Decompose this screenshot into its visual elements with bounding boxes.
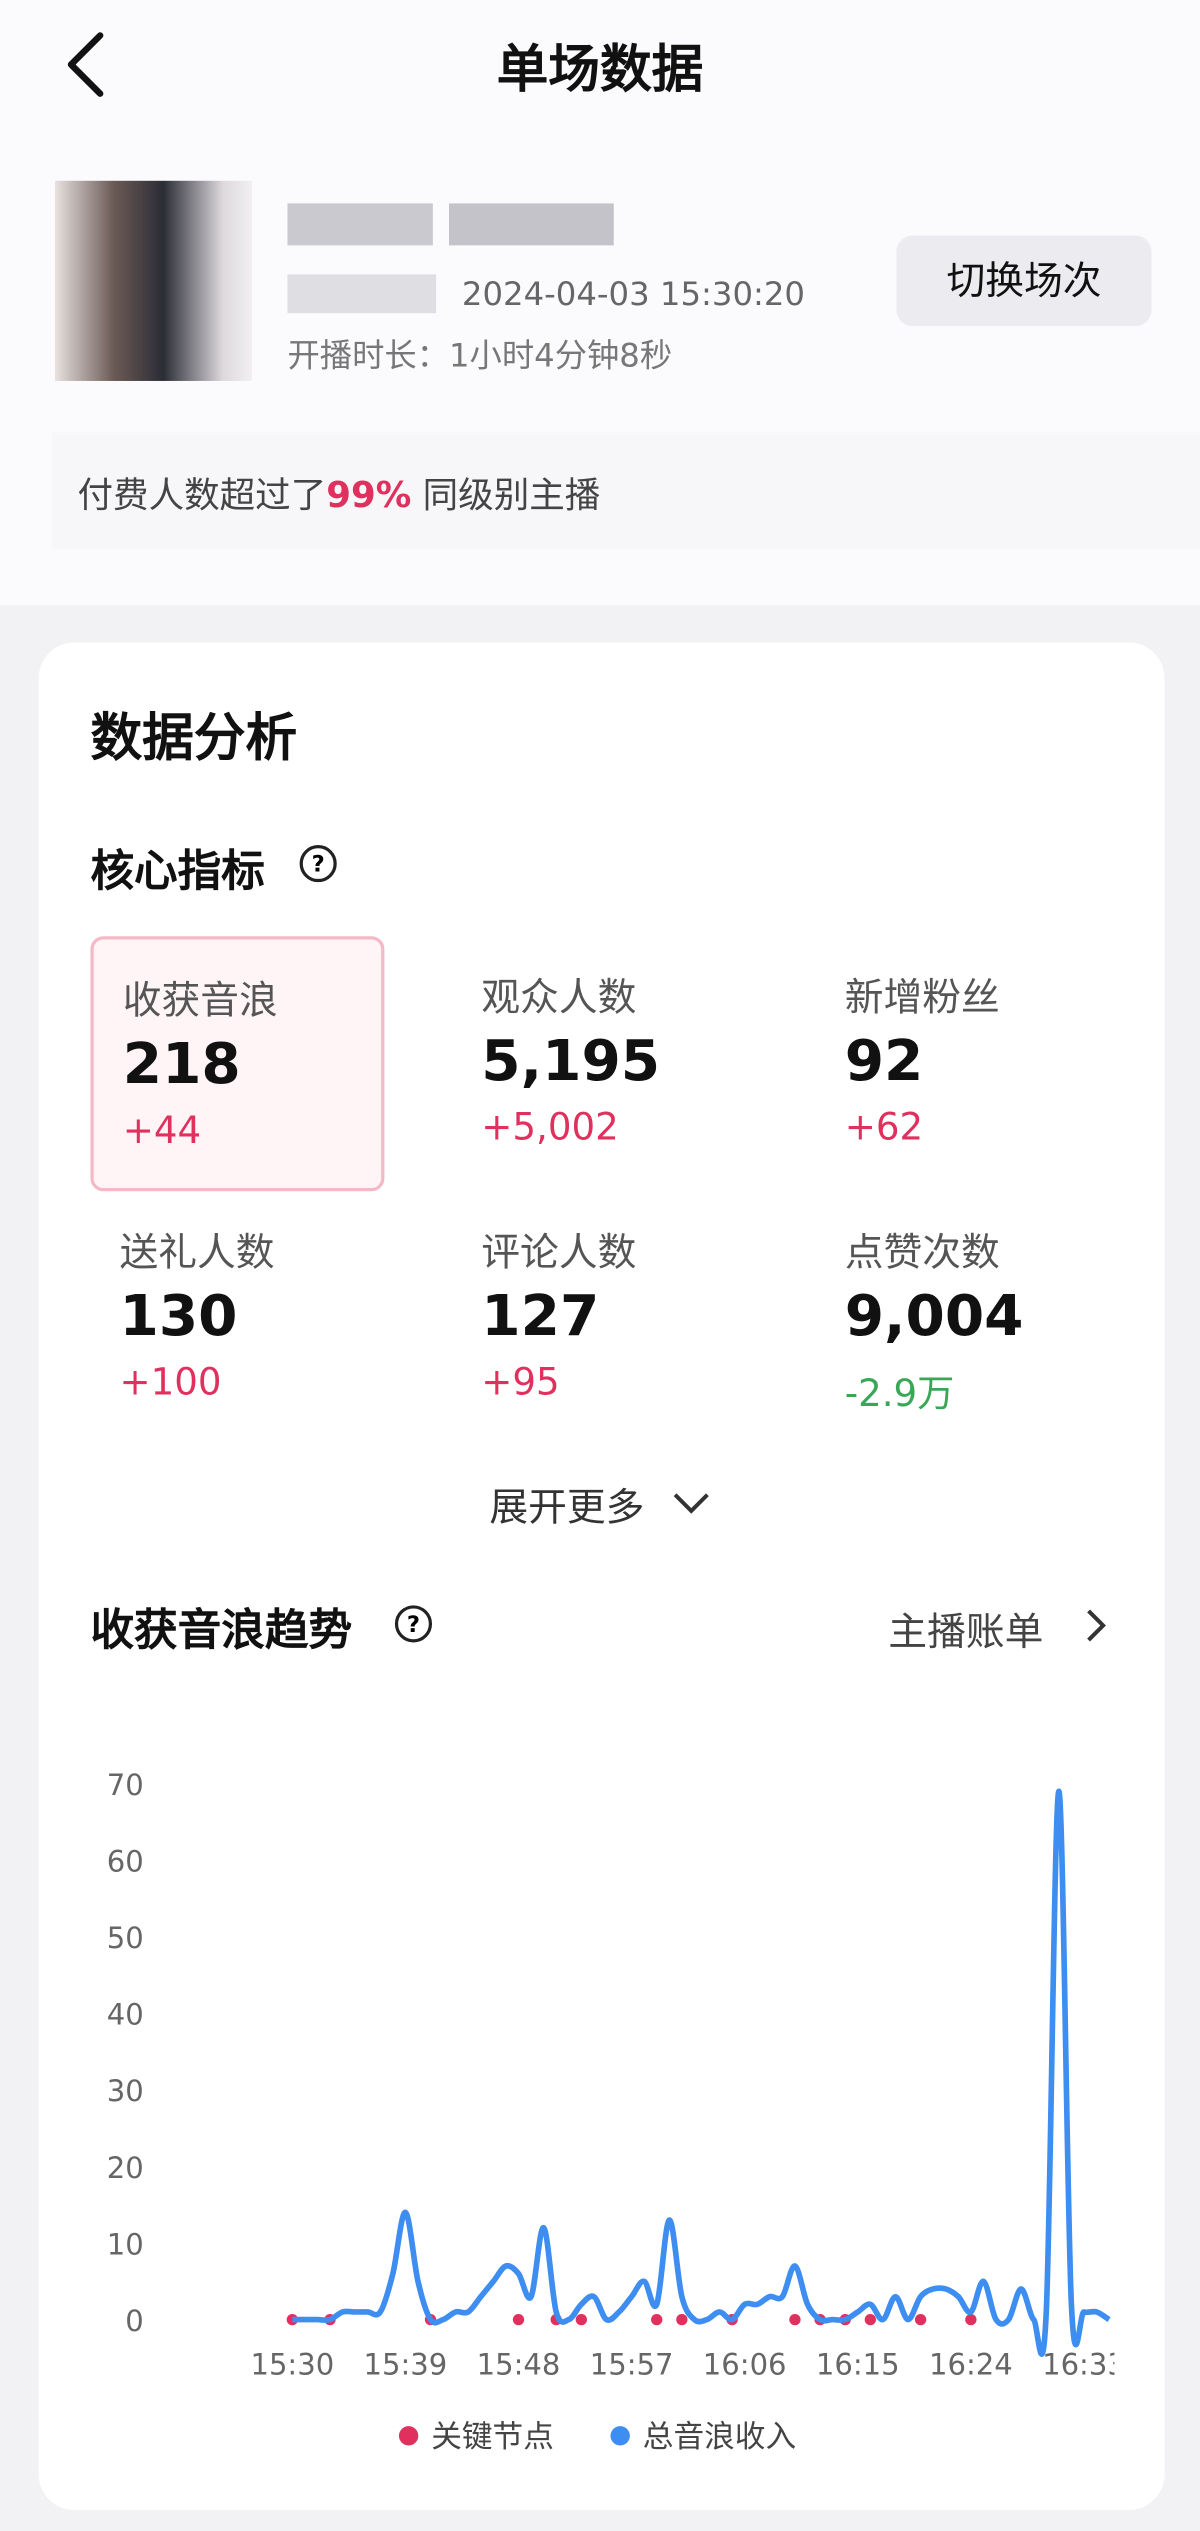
metric-label: 观众人数 [481,974,637,1021]
start-time: 2024-04-03 15:30:20 [461,274,806,314]
label-blur [287,274,437,314]
y-tick-label: 10 [107,2227,144,2261]
x-tick-label: 15:57 [590,2347,674,2381]
metric-label: 评论人数 [481,1230,637,1276]
metric-card[interactable]: 送礼人数 130 +100 [90,1191,384,1446]
metric-value: 92 [844,1029,924,1095]
rank-percent: 99% [326,476,412,517]
income-line [292,1788,1111,2357]
y-tick-label: 60 [107,1845,144,1879]
bill-link[interactable]: 主播账单 [888,1609,1044,1655]
duration: 开播时长：1小时4分钟8秒 [287,329,672,376]
x-tick-label: 15:30 [250,2347,334,2381]
svg-text:?: ? [407,1612,420,1638]
x-tick-label: 16:15 [816,2347,900,2381]
legend-label: 关键节点 [431,2420,554,2455]
metric-delta: +95 [481,1362,560,1405]
y-tick-label: 70 [107,1768,144,1802]
metric-card[interactable]: 观众人数 5,195 +5,002 [452,936,746,1191]
metric-value: 127 [481,1284,600,1350]
duration-value: 1小时4分钟8秒 [448,335,673,375]
core-title: 核心指标 [90,847,265,898]
y-tick-label: 0 [125,2304,143,2338]
page-title: 单场数据 [496,38,704,101]
metric-value: 5,195 [481,1029,661,1095]
x-tick-label: 16:06 [703,2347,787,2381]
key-node [914,2313,927,2326]
x-tick-label: 15:39 [364,2347,448,2381]
metric-value: 9,004 [844,1284,1024,1350]
key-node [864,2313,876,2326]
metric-label: 新增粉丝 [844,974,1000,1021]
help-icon[interactable]: ? [297,843,339,885]
avatar [54,180,252,381]
metric-card[interactable]: 收获音浪 218 +44 [90,936,385,1192]
metric-label: 送礼人数 [119,1230,275,1276]
svg-text:?: ? [312,852,325,878]
key-node [575,2313,587,2326]
section-title: 数据分析 [90,707,298,769]
metric-label: 点赞次数 [844,1230,1000,1276]
metric-value: 218 [122,1033,241,1098]
trend-chart: 0 10 20 30 40 50 60 70 15:30 15:39 15:48 15:57 16:06… [107,1768,1126,2455]
metric-delta: -2.9万 [844,1373,955,1416]
rank-banner [51,432,1200,549]
back-button[interactable] [58,29,116,103]
expand-icon[interactable] [669,1485,714,1521]
key-node [965,2313,977,2326]
metric-delta: +100 [119,1362,222,1405]
rank-prefix: 付费人数超过了 [77,476,327,517]
metric-delta: +44 [122,1110,202,1153]
help-icon[interactable]: ? [392,1603,434,1645]
key-node [789,2313,801,2326]
trend-title: 收获音浪趋势 [90,1606,353,1657]
metric-delta: +5,002 [481,1107,619,1150]
name-blur [448,203,614,246]
key-node [512,2313,525,2326]
y-tick-label: 40 [107,1998,144,2032]
y-tick-label: 50 [107,1921,144,1955]
y-tick-label: 30 [107,2074,144,2108]
duration-label: 开播时长： [287,335,449,375]
x-tick-label: 16:24 [929,2347,1013,2381]
x-tick-label: 16:33 [1042,2347,1126,2381]
legend-marker [398,2426,419,2446]
metric-card[interactable]: 评论人数 127 +95 [452,1191,746,1446]
y-tick-label: 20 [107,2151,144,2185]
legend-label: 总音浪收入 [643,2420,796,2455]
link-arrow[interactable] [1079,1605,1115,1647]
key-node [676,2313,688,2326]
rank-suffix: 同级别主播 [422,476,601,517]
legend-marker [610,2426,630,2446]
x-tick-label: 15:48 [477,2347,561,2381]
metric-card[interactable]: 点赞次数 9,004 -2.9万 [816,1191,1110,1446]
switch-button[interactable]: 切换场次 [896,235,1152,327]
metric-value: 130 [119,1284,238,1350]
metric-label: 收获音浪 [122,978,278,1024]
metric-delta: +62 [844,1107,924,1150]
rank-note: 付费人数超过了99% 同级别主播 [78,467,601,519]
name-blur [287,203,433,246]
metric-card[interactable]: 新增粉丝 92 +62 [816,936,1110,1191]
expand-more[interactable]: 展开更多 [489,1485,645,1531]
key-node [651,2313,663,2326]
